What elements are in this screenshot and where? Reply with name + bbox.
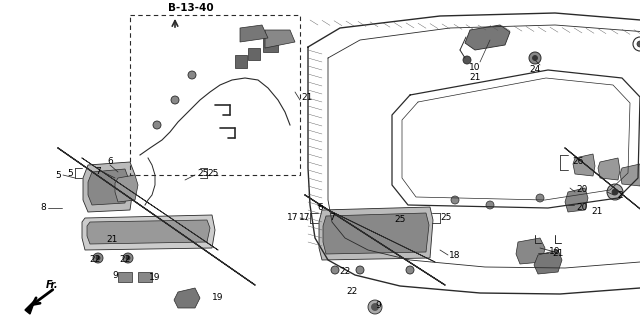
Text: B-13-40: B-13-40 xyxy=(168,3,214,13)
Circle shape xyxy=(371,303,378,310)
Text: 8: 8 xyxy=(40,204,46,212)
Text: 21: 21 xyxy=(552,249,564,258)
Text: 19: 19 xyxy=(212,293,224,301)
Polygon shape xyxy=(263,38,278,52)
Polygon shape xyxy=(82,215,215,250)
Polygon shape xyxy=(465,25,510,50)
Circle shape xyxy=(536,194,544,202)
Polygon shape xyxy=(83,162,135,212)
Polygon shape xyxy=(573,154,595,176)
Circle shape xyxy=(126,256,130,260)
Text: 7: 7 xyxy=(95,167,101,176)
Circle shape xyxy=(171,96,179,104)
Text: 22: 22 xyxy=(346,287,358,296)
Text: 21: 21 xyxy=(301,93,313,102)
Circle shape xyxy=(331,266,339,274)
Text: 5: 5 xyxy=(67,168,73,177)
Circle shape xyxy=(356,266,364,274)
Circle shape xyxy=(612,189,618,195)
Text: 10: 10 xyxy=(549,248,561,256)
Polygon shape xyxy=(516,238,545,264)
Text: 6: 6 xyxy=(107,158,113,167)
Circle shape xyxy=(368,300,382,314)
Circle shape xyxy=(529,52,541,64)
Polygon shape xyxy=(598,158,620,180)
Text: 22: 22 xyxy=(120,256,131,264)
Polygon shape xyxy=(25,300,35,314)
Text: 25: 25 xyxy=(440,213,452,222)
Text: 2: 2 xyxy=(617,191,623,201)
Polygon shape xyxy=(87,220,210,244)
Polygon shape xyxy=(319,207,433,260)
Polygon shape xyxy=(115,175,138,202)
Text: 17: 17 xyxy=(300,213,311,222)
Text: 26: 26 xyxy=(572,158,584,167)
Text: 5: 5 xyxy=(55,170,61,180)
Text: 25: 25 xyxy=(207,168,219,177)
Circle shape xyxy=(153,121,161,129)
Text: 25: 25 xyxy=(394,216,406,225)
Text: 18: 18 xyxy=(449,251,461,261)
Polygon shape xyxy=(323,213,429,254)
Text: 21: 21 xyxy=(106,235,118,244)
Circle shape xyxy=(486,201,494,209)
Text: 21: 21 xyxy=(469,73,481,83)
Text: Fr.: Fr. xyxy=(45,280,58,290)
Text: 6: 6 xyxy=(317,204,323,212)
Circle shape xyxy=(463,56,471,64)
Text: 22: 22 xyxy=(90,256,100,264)
Polygon shape xyxy=(248,48,260,60)
Polygon shape xyxy=(565,188,588,212)
Circle shape xyxy=(607,184,623,200)
Circle shape xyxy=(96,256,100,260)
Circle shape xyxy=(123,253,133,263)
Text: 10: 10 xyxy=(469,63,481,71)
Circle shape xyxy=(637,41,640,47)
Text: 9: 9 xyxy=(375,300,381,309)
Text: 25: 25 xyxy=(197,168,209,177)
Text: 20: 20 xyxy=(576,186,588,195)
Text: 9: 9 xyxy=(112,271,118,280)
Polygon shape xyxy=(118,272,132,282)
Circle shape xyxy=(188,71,196,79)
Polygon shape xyxy=(174,288,200,308)
Circle shape xyxy=(406,266,414,274)
Text: 21: 21 xyxy=(591,207,603,217)
Text: 24: 24 xyxy=(529,65,541,75)
Polygon shape xyxy=(138,272,152,282)
Text: 20: 20 xyxy=(576,203,588,211)
Text: 22: 22 xyxy=(339,268,351,277)
Polygon shape xyxy=(620,164,640,186)
Circle shape xyxy=(451,196,459,204)
Text: 17: 17 xyxy=(287,213,299,222)
Circle shape xyxy=(532,56,538,61)
Polygon shape xyxy=(534,250,562,274)
Circle shape xyxy=(93,253,103,263)
Text: 7: 7 xyxy=(329,213,335,222)
Polygon shape xyxy=(88,169,129,205)
Text: 19: 19 xyxy=(149,273,161,283)
Polygon shape xyxy=(240,25,268,42)
Polygon shape xyxy=(265,30,295,48)
Polygon shape xyxy=(235,55,247,68)
